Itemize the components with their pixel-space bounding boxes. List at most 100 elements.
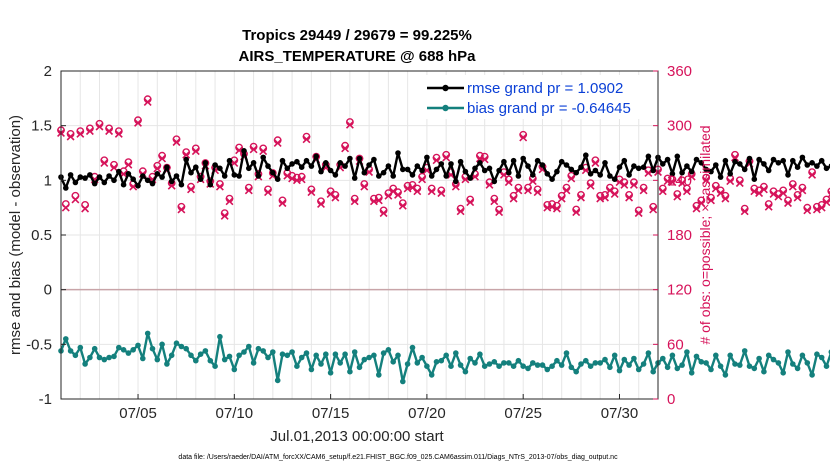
bias-point [741,348,748,354]
bias-point [125,350,132,356]
obs-assimilated-marker [288,174,297,183]
obs-assimilated-marker [143,98,152,106]
bias-point [621,356,628,363]
obs-assimilated-marker [129,182,138,191]
rmse-point [602,160,608,166]
bias-point [558,362,565,368]
bias-point [63,336,69,342]
bias-point [183,345,189,352]
bias-point [236,352,242,359]
obs-assimilated-marker [389,187,398,196]
obs-assimilated-marker [557,194,566,203]
obs-assimilated-marker [331,193,340,202]
obs-assimilated-marker [740,207,749,216]
bias-point [424,363,430,370]
obs-assimilated-marker [707,196,715,205]
bias-point [212,363,218,370]
right-tick-label: 240 [667,172,692,189]
rmse-point [246,165,252,172]
obs-assimilated-marker [95,122,104,131]
x-tick-label: 07/10 [216,405,254,422]
rmse-point [491,178,498,185]
rmse-point [525,163,531,169]
obs-assimilated-marker [249,145,258,154]
obs-assimilated-marker [451,182,460,191]
bias-point [371,352,377,359]
rmse-point [573,169,579,176]
bias-point [703,360,709,366]
obs-assimilated-marker [418,175,427,184]
rmse-point [404,166,411,173]
rmse-point [116,168,122,175]
rmse-point [814,163,820,169]
rmse-point [626,172,632,178]
bias-point [534,362,541,368]
obs-assimilated-marker [639,186,648,195]
bias-point [351,349,358,355]
obs-assimilated-marker [798,186,807,195]
bias-point [77,344,84,351]
right-tick-label: 0 [667,391,675,408]
obs-assimilated-marker [629,180,638,189]
bias-point [91,345,98,352]
rmse-point [294,158,300,165]
obs-assimilated-marker [158,154,167,163]
obs-assimilated-marker [394,190,402,199]
obs-assimilated-marker [172,138,181,147]
rmse-point [804,162,811,168]
bias-point [515,357,522,364]
rmse-point [558,158,565,165]
bias-point [337,360,344,366]
legend: rmse grand pr = 1.0902 bias grand pr = -… [421,75,654,119]
bias-point [462,368,469,375]
bias-point [226,353,233,360]
rmse-point [101,179,108,186]
bias-point [390,359,397,365]
obs-assimilated-marker [341,144,350,153]
rmse-point [486,165,493,172]
bias-point [597,360,603,366]
bias-point [631,355,637,362]
bias-point [732,361,738,367]
bias-point [765,352,772,359]
bias-point [111,353,117,360]
rmse-point [496,167,502,174]
bias-point [140,355,146,362]
bias-point [433,359,440,365]
rmse-point [597,172,603,178]
rmse-point [722,157,729,164]
data-file-footnote: data file: /Users/raeder/DAI/ATM_forcXX/… [178,454,618,461]
rmse-point [583,152,589,158]
obs-assimilated-marker [548,202,557,211]
bias-point [491,359,498,365]
bias-point [607,364,613,371]
bias-point [501,360,507,366]
bias-point [616,367,623,374]
bias-point [120,347,127,353]
bias-point [563,350,570,356]
obs-assimilated-marker [822,198,830,207]
rmse-point [433,166,440,173]
bias-point [395,352,401,359]
obs-assimilated-marker [466,198,475,207]
bias-point [626,362,632,368]
legend-bias-label: bias grand pr = -0.64645 [467,100,631,117]
bias-point [530,360,536,366]
rmse-point [135,183,141,189]
bias-point [486,361,493,367]
bias-point [356,364,363,371]
axis-ticks: -1 -0.5 0 0.5 1 1.5 2 0 60 120 180 240 300 360 07/05 07… [26,63,692,422]
rmse-point [568,166,575,173]
bias-point [611,352,618,359]
right-tick-label: 300 [667,118,692,135]
bias-point [106,354,112,361]
rmse-point [303,157,310,164]
obs-assimilated-marker [577,193,585,202]
bias-point [573,368,579,375]
rmse-point [371,156,377,163]
bias-point [496,363,502,370]
rmse-point [664,156,671,163]
obs-assimilated-marker [100,159,109,167]
rmse-point [337,160,344,166]
obs-assimilated-marker [225,197,234,206]
